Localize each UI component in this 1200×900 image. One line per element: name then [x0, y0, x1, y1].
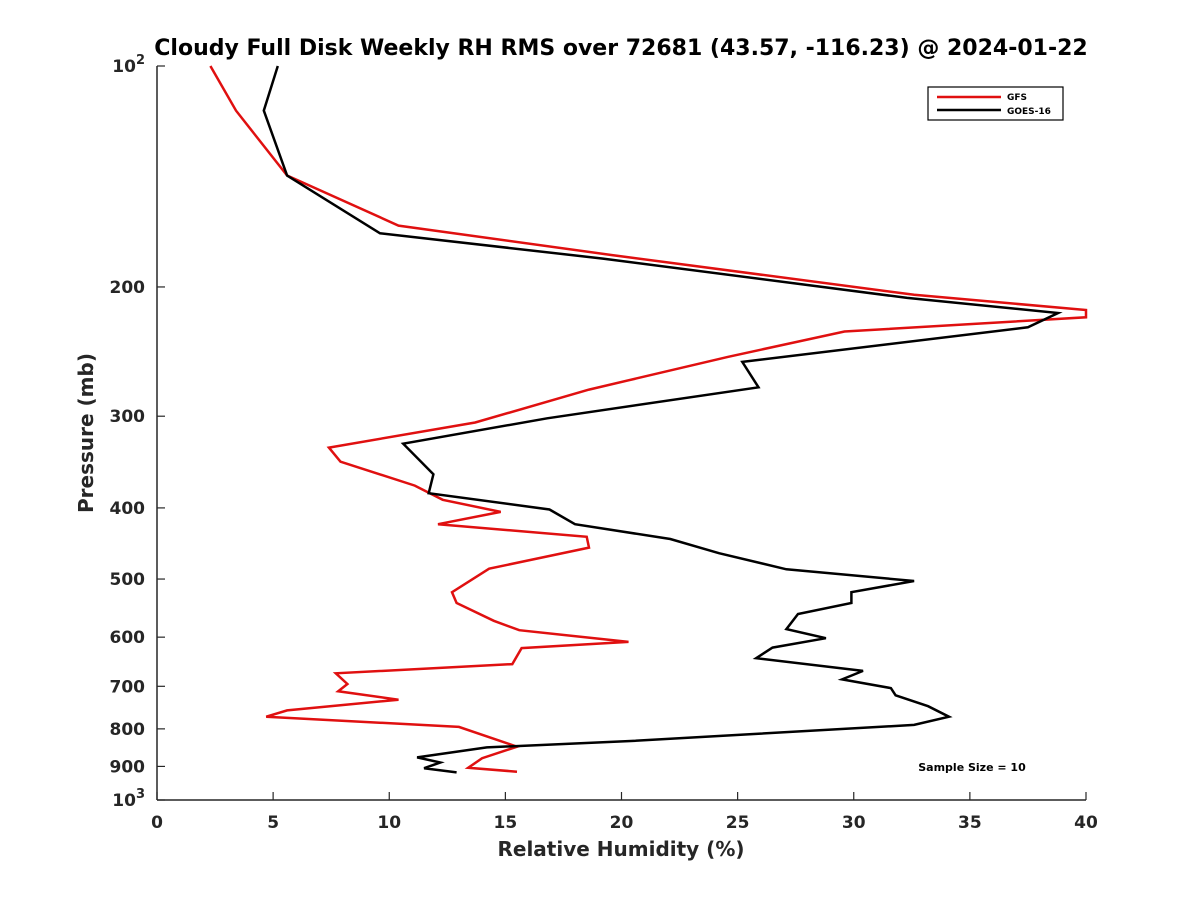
- y-tick-label-base: 10: [112, 57, 136, 77]
- y-tick-label: 200: [110, 278, 146, 298]
- x-tick-label: 10: [377, 813, 401, 833]
- x-tick-label: 25: [726, 813, 750, 833]
- y-axis-label: Pressure (mb): [74, 353, 98, 513]
- x-tick-label: 40: [1074, 813, 1098, 833]
- legend: GFS GOES-16: [927, 86, 1064, 121]
- y-tick-label: 103: [112, 787, 145, 811]
- x-tick-label: 5: [267, 813, 279, 833]
- x-tick-label: 30: [842, 813, 866, 833]
- y-tick-label-exponent: 3: [136, 787, 145, 802]
- y-tick-label: 600: [110, 628, 146, 648]
- y-tick-label: 102: [112, 53, 145, 77]
- series-line-gfs: [209, 65, 1088, 773]
- x-tick-label: 20: [610, 813, 634, 833]
- y-tick-label: 300: [110, 407, 146, 427]
- y-tick-label: 400: [110, 499, 146, 519]
- legend-label-gfs: GFS: [1007, 93, 1027, 103]
- x-tick-label: 15: [494, 813, 518, 833]
- plot-area: [209, 65, 1088, 774]
- y-tick-label: 800: [110, 720, 146, 740]
- series-line-goes-16: [262, 65, 1063, 774]
- y-tick-label-exponent: 2: [136, 53, 145, 68]
- x-tick-label: 0: [151, 813, 163, 833]
- x-tick-label: 35: [958, 813, 982, 833]
- chart-title: Cloudy Full Disk Weekly RH RMS over 7268…: [154, 36, 1087, 61]
- x-axis-label: Relative Humidity (%): [497, 837, 744, 861]
- y-tick-label: 900: [110, 757, 146, 777]
- y-tick-label: 500: [110, 570, 146, 590]
- x-axis: 0 5 10 15 20 25 30 35 40: [151, 792, 1098, 833]
- legend-label-goes-16: GOES-16: [1007, 107, 1051, 117]
- y-tick-label-base: 10: [112, 791, 136, 811]
- sample-size-annotation: Sample Size = 10: [918, 761, 1026, 774]
- legend-box: [927, 86, 1064, 121]
- y-tick-label: 700: [110, 677, 146, 697]
